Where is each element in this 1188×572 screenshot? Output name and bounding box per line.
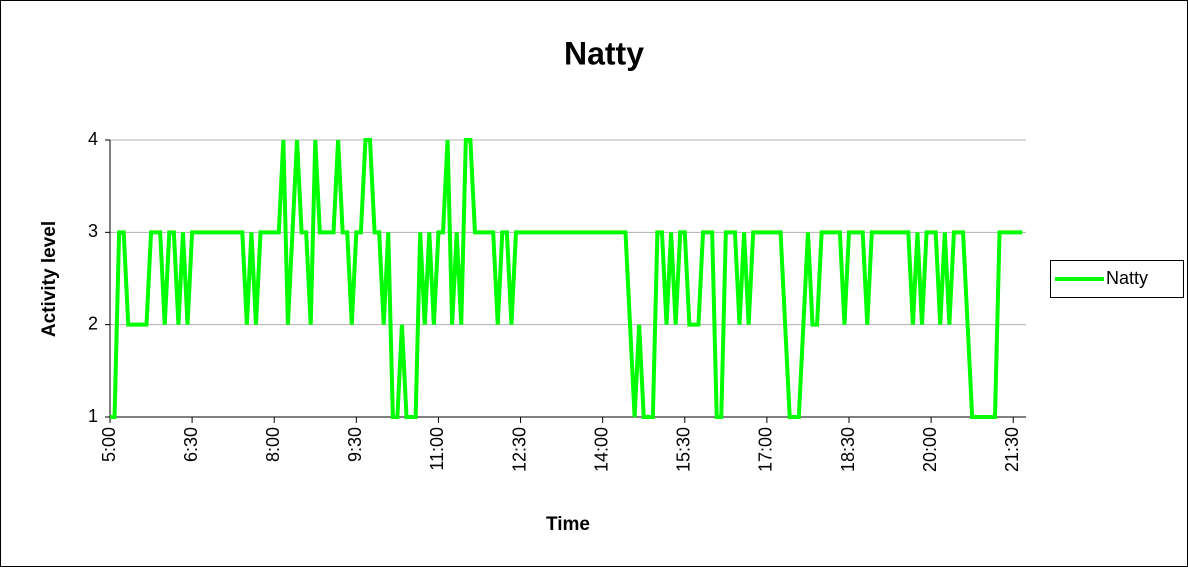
x-tick-label: 20:00: [920, 427, 940, 472]
x-tick-label: 11:00: [427, 427, 447, 471]
x-tick-label: 9:30: [345, 427, 365, 462]
x-tick-label: 5:00: [99, 427, 119, 462]
legend-label: Natty: [1106, 268, 1148, 288]
x-tick-label: 12:30: [509, 427, 529, 472]
x-tick-label: 17:00: [756, 427, 776, 472]
x-tick-label: 6:30: [181, 427, 201, 462]
x-tick-label: 14:00: [591, 427, 611, 472]
x-tick-label: 21:30: [1002, 427, 1022, 472]
y-tick-label: 3: [88, 221, 98, 241]
x-tick-label: 8:00: [263, 427, 283, 462]
y-tick-label: 4: [88, 129, 98, 149]
x-axis-label: Time: [546, 514, 590, 535]
y-axis-label: Activity level: [39, 221, 60, 337]
x-tick-label: 18:30: [838, 427, 858, 472]
y-tick-label: 1: [88, 406, 98, 426]
data-line: [110, 138, 1023, 419]
chart-title: Natty: [564, 35, 644, 71]
y-tick-label: 2: [88, 313, 98, 333]
x-tick-label: 15:30: [674, 427, 694, 472]
